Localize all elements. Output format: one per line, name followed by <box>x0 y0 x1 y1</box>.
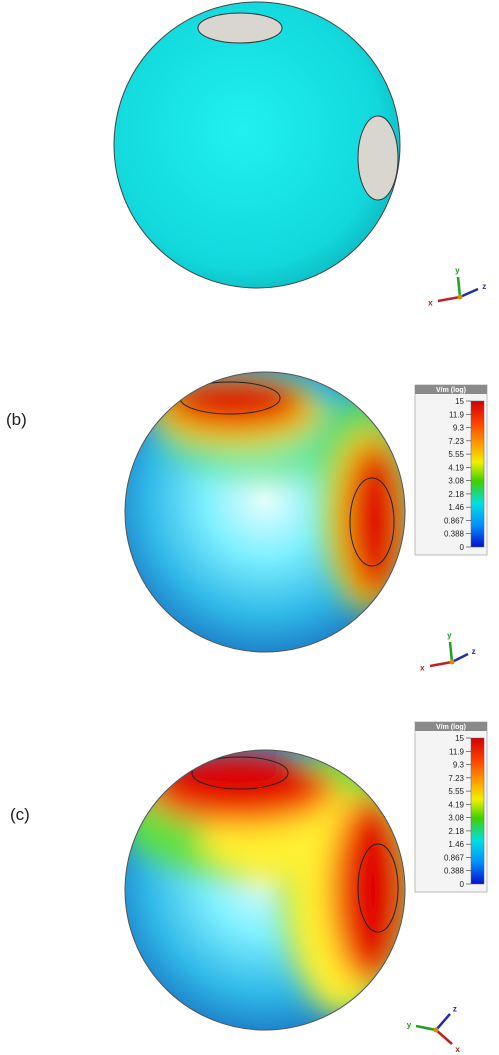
axis-arrow <box>459 287 479 299</box>
colorbar-tick-label: 5.55 <box>448 787 464 796</box>
axis-origin <box>449 659 455 665</box>
panel-label: (c) <box>10 805 30 824</box>
colorbar-tick-label: 15 <box>455 734 464 743</box>
axis-arrow <box>448 641 454 663</box>
colorbar-tick-label: 0.867 <box>444 853 465 862</box>
axis-arrow <box>435 1013 451 1031</box>
axis-origin <box>433 1027 439 1033</box>
sphere-b <box>125 372 405 652</box>
axis-arrow <box>451 652 469 664</box>
colorbar-tick-label: 2.18 <box>448 827 464 836</box>
colorbar-tick-label: 15 <box>455 397 464 406</box>
colorbar-tick-label: 0.388 <box>444 530 465 539</box>
colorbar-tick-label: 3.08 <box>448 814 464 823</box>
colorbar <box>470 737 485 885</box>
colorbar-tick-label: 7.23 <box>448 437 464 446</box>
axis-label: z <box>453 1004 457 1013</box>
axis-arrow <box>435 1029 453 1045</box>
colorbar-tick-label: 4.19 <box>448 800 464 809</box>
colorbar-tick-label: 11.9 <box>449 410 465 419</box>
colorbar-tick-label: 3.08 <box>448 477 464 486</box>
colorbar-tick-label: 7.23 <box>448 774 464 783</box>
sphere-c <box>125 750 405 1030</box>
colorbar-tick-label: 0 <box>460 880 465 889</box>
colorbar-tick-label: 9.3 <box>453 424 465 433</box>
axis-arrow <box>456 276 462 298</box>
panel-label: (b) <box>6 410 27 429</box>
axis-label: x <box>420 663 425 672</box>
colorbar-tick-label: 2.18 <box>448 490 464 499</box>
axis-origin <box>457 294 463 300</box>
axis-label: x <box>455 1045 460 1054</box>
colorbar-header <box>415 722 487 731</box>
colorbar-tick-label: 0 <box>460 543 465 552</box>
colorbar-tick-label: 9.3 <box>453 761 465 770</box>
colorbar-title: V/m (log) <box>436 724 466 731</box>
axis-label: x <box>428 298 433 307</box>
axis-label: y <box>407 1021 412 1030</box>
axis-label: y <box>455 266 460 275</box>
colorbar-tick-label: 0.388 <box>444 867 465 876</box>
colorbar-title: V/m (log) <box>436 387 466 394</box>
colorbar-tick-label: 4.19 <box>448 463 464 472</box>
axis-arrow <box>437 295 461 303</box>
axis-label: z <box>482 282 486 291</box>
colorbar-tick-label: 0.867 <box>444 516 465 525</box>
colorbar-header <box>415 385 487 394</box>
axis-label: y <box>447 631 452 640</box>
colorbar-tick-label: 1.46 <box>448 840 464 849</box>
colorbar-tick-label: 5.55 <box>448 450 464 459</box>
colorbar <box>470 400 485 548</box>
colorbar-tick-label: 11.9 <box>449 747 465 756</box>
axis-label: z <box>472 647 476 656</box>
axis-arrow <box>429 660 453 668</box>
colorbar-tick-label: 1.46 <box>448 503 464 512</box>
sphere-a <box>113 1 401 289</box>
axis-arrow <box>415 1024 437 1032</box>
